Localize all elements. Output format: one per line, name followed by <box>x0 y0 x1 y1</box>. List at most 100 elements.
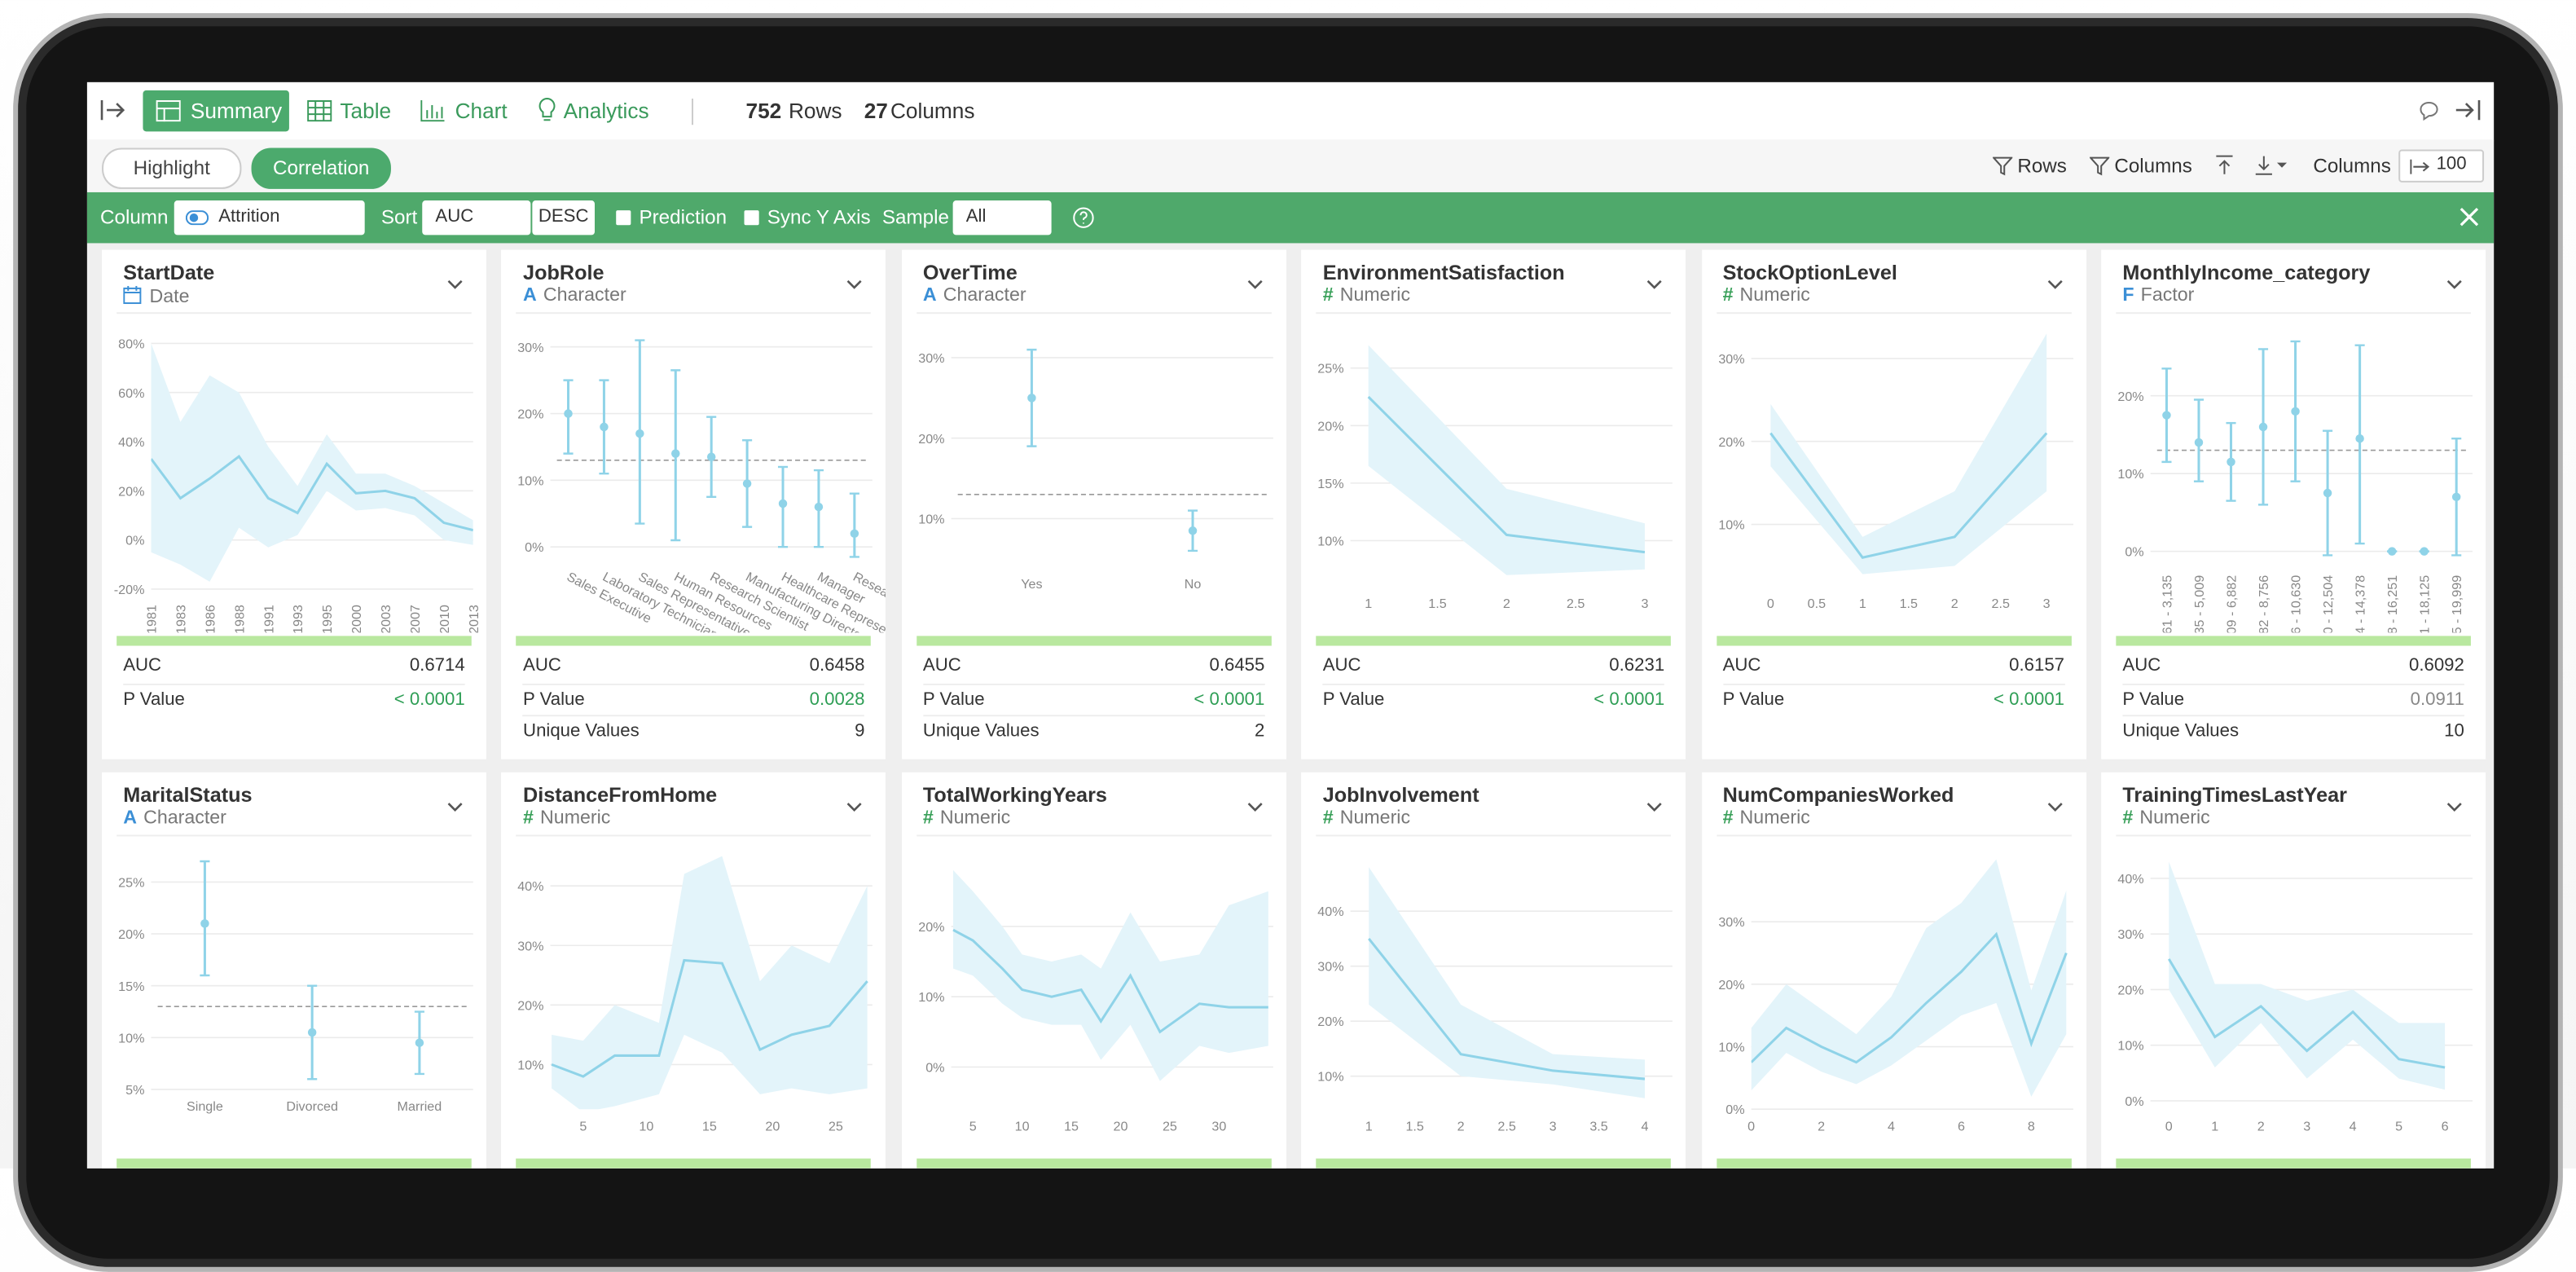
confidence-band <box>1750 859 2066 1097</box>
type-icon: # <box>523 808 534 829</box>
close-icon[interactable] <box>2460 207 2479 227</box>
column-label: Column <box>100 205 169 229</box>
x-tick-label: 12,504 - 14,378 <box>2354 575 2368 633</box>
column-limit[interactable]: 100 <box>2398 149 2485 183</box>
stat-label: Unique Values <box>523 721 640 742</box>
card-title: MonthlyIncome_category <box>2122 261 2371 284</box>
divider <box>2116 834 2471 837</box>
y-tick-label: 40% <box>1318 904 1344 919</box>
tab-label[interactable]: Chart <box>455 98 508 124</box>
x-tick-label: 25 <box>829 1119 844 1133</box>
download-icon[interactable] <box>2254 155 2290 176</box>
x-tick-label: 20 <box>766 1119 780 1133</box>
plot <box>1769 333 2047 574</box>
y-tick-label: 30% <box>1718 352 1744 367</box>
card-title: EnvironmentSatisfaction <box>1322 261 1565 284</box>
line <box>552 958 869 1078</box>
y-tick-label: 25% <box>1318 362 1344 376</box>
auc-bar <box>916 1158 1272 1169</box>
divider <box>516 312 872 315</box>
stat-value: 2 <box>1255 721 1265 742</box>
prediction-checkbox[interactable] <box>616 210 631 226</box>
menu-chevron[interactable] <box>1246 802 1263 813</box>
y-tick-label: 20% <box>518 998 544 1013</box>
x-tick-label: 5 <box>2395 1119 2402 1133</box>
columns-filter[interactable]: Columns <box>2114 154 2192 178</box>
x-tick-label: 30 <box>1211 1119 1226 1133</box>
confidence-band <box>552 856 868 1110</box>
exit-icon[interactable] <box>2455 99 2481 121</box>
toolbar: Summary Table Chart Analytics 752 Rows 2… <box>86 82 2495 142</box>
y-tick-label: 30% <box>2117 927 2143 942</box>
point <box>2194 438 2204 447</box>
sync-checkbox[interactable] <box>744 210 759 226</box>
menu-chevron[interactable] <box>2446 279 2463 291</box>
auc-bar <box>1716 1158 2072 1169</box>
y-tick-label: 10% <box>1718 518 1744 533</box>
stat-label: AUC <box>1722 655 1761 676</box>
tab-label[interactable]: Analytics <box>563 98 649 124</box>
type-icon: A <box>523 285 537 306</box>
x-tick-label: 1995 <box>320 605 335 632</box>
stat-value: 0.6092 <box>2408 655 2464 676</box>
y-tick-label: 30% <box>918 351 944 366</box>
y-tick-label: 10% <box>918 513 944 527</box>
plot <box>151 343 473 582</box>
filter-icon <box>1993 156 2013 176</box>
stat-value: 10 <box>2444 721 2464 742</box>
sort-select[interactable]: AUC <box>422 200 531 235</box>
x-tick-label: No <box>1184 577 1201 592</box>
comment-icon[interactable] <box>2418 100 2439 121</box>
column-select[interactable]: Attrition <box>174 200 365 235</box>
analytics-icon <box>538 97 556 121</box>
menu-chevron[interactable] <box>846 279 863 291</box>
column-card: EnvironmentSatisfaction # Numeric 10% 15% 20%… <box>1301 249 1686 759</box>
sort-order[interactable]: DESC <box>532 200 596 235</box>
point <box>1188 526 1197 535</box>
summary-tab[interactable]: Summary <box>143 90 289 132</box>
menu-chevron[interactable] <box>2046 279 2063 291</box>
menu-chevron[interactable] <box>1646 279 1663 291</box>
tab-label[interactable]: Table <box>340 98 392 124</box>
collapse-icon[interactable] <box>100 99 126 121</box>
menu-chevron[interactable] <box>2046 802 2063 813</box>
menu-chevron[interactable] <box>1246 279 1263 291</box>
rows-filter[interactable]: Rows <box>2017 154 2067 178</box>
menu-chevron[interactable] <box>2446 802 2463 813</box>
filter-icon <box>2090 156 2110 176</box>
card-title: JobInvolvement <box>1322 783 1479 808</box>
correlation-mode[interactable]: Correlation <box>251 147 391 189</box>
y-tick-label: 0% <box>125 534 144 548</box>
menu-chevron[interactable] <box>1646 802 1663 813</box>
x-tick-label: 15 <box>1064 1119 1079 1133</box>
x-tick-label: 1.5 <box>1899 596 1917 611</box>
y-tick-label: 10% <box>918 990 944 1005</box>
menu-chevron[interactable] <box>447 802 464 813</box>
table-icon <box>307 100 332 122</box>
stat-label: P Value <box>2122 689 2185 710</box>
sync-label: Sync Y Axis <box>767 205 871 229</box>
x-tick-label: 2003 <box>379 605 393 632</box>
menu-chevron[interactable] <box>447 279 464 291</box>
correlation-chart: 10% 15% 20% 25% 1 1.5 2 2.5 3 <box>1318 345 1673 611</box>
toggle-icon <box>185 210 209 226</box>
plot <box>1368 867 1646 1098</box>
auc-bar <box>1316 636 1672 646</box>
upload-icon[interactable] <box>2214 155 2234 176</box>
highlight-mode[interactable]: Highlight <box>102 147 242 189</box>
stat-label: Unique Values <box>2122 721 2240 742</box>
x-tick-label: 1 <box>1365 1119 1373 1133</box>
type-icon: A <box>922 285 937 306</box>
sample-select[interactable]: All <box>952 200 1052 235</box>
column-type: A Character <box>123 808 226 828</box>
column-type: # Numeric <box>1323 286 1410 306</box>
point <box>2387 547 2397 556</box>
x-tick-label: 2 <box>2257 1119 2265 1133</box>
x-tick-label: 2007 <box>408 605 423 632</box>
help-icon[interactable] <box>1073 207 1094 228</box>
menu-chevron[interactable] <box>846 802 863 813</box>
plot <box>952 869 1268 1081</box>
chevron <box>1647 279 1663 289</box>
column-card: MaritalStatus A Character 5% 10% 15% 20% 25% Sin… <box>102 772 486 1169</box>
